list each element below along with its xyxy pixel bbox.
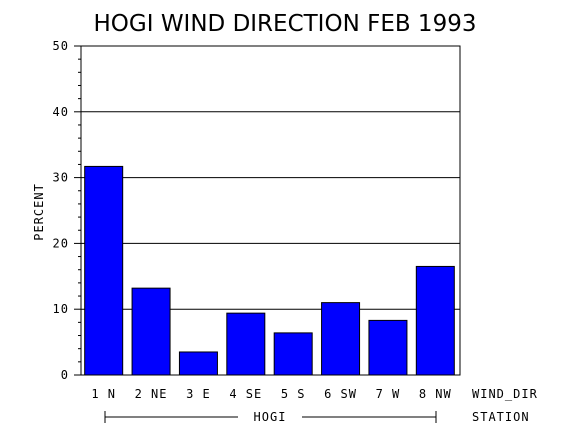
bars [84, 165, 455, 376]
chart-title: HOGI WIND DIRECTION FEB 1993 [94, 11, 477, 37]
x-tick-label: 6 SW [324, 387, 357, 401]
y-tick-label: 0 [61, 368, 69, 382]
x-tick-label: 8 NW [419, 387, 452, 401]
bar [84, 165, 124, 376]
y-tick-label: 50 [53, 39, 69, 53]
x-tick-label: 1 N [91, 387, 116, 401]
bar [368, 319, 408, 376]
gridlines [81, 45, 460, 310]
bar [273, 332, 313, 376]
x-tick-label: 4 SE [229, 387, 262, 401]
group-label: HOGI [254, 410, 287, 424]
y-axis-label: PERCENT [32, 183, 46, 241]
x-tick-label: 2 NE [135, 387, 168, 401]
bar [178, 351, 218, 376]
bar [415, 265, 455, 376]
bar [226, 312, 266, 376]
x-tick-label: 3 E [186, 387, 211, 401]
y-tick-label: 10 [53, 302, 69, 316]
bar [321, 302, 361, 376]
y-axis: 0 10 20 30 40 50 [53, 39, 81, 382]
x-tick-label: 5 S [281, 387, 306, 401]
plot-frame [80, 45, 461, 376]
y-tick-label: 20 [53, 236, 69, 250]
y-tick-label: 40 [53, 105, 69, 119]
y-tick-label: 30 [53, 171, 69, 185]
x-axis-label: WIND_DIR [472, 387, 538, 401]
group-bracket: HOGI [104, 410, 437, 424]
group-axis-label: STATION [472, 410, 530, 424]
bar [131, 287, 171, 376]
x-tick-label: 7 W [376, 387, 401, 401]
x-tick-labels: 1 N 2 NE 3 E 4 SE 5 S 6 SW 7 W 8 NW [91, 387, 452, 401]
